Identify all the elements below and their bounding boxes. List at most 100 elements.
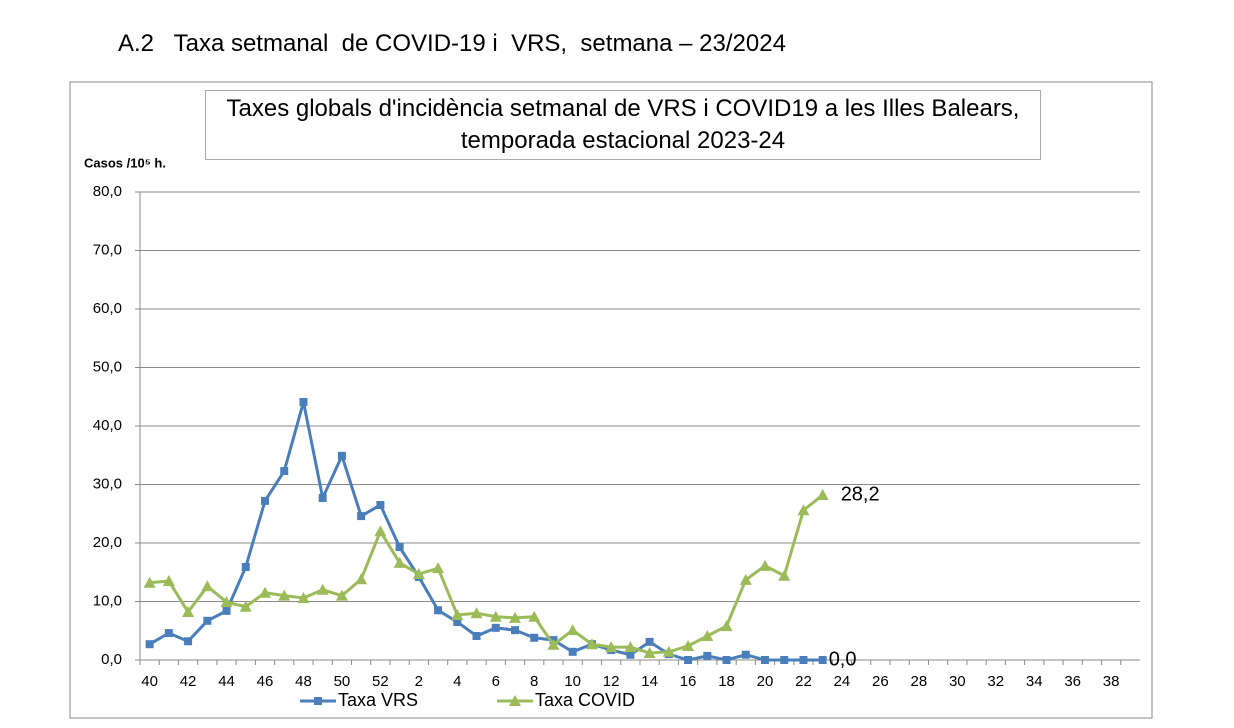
data-label: 0,0 [829,648,857,670]
data-point [797,504,810,516]
data-point [720,620,733,632]
data-point [662,645,675,657]
data-point [491,623,500,632]
data-point [261,496,269,505]
data-point [528,610,541,622]
chart-title: Taxes globals d'incidència setmanal de V… [205,90,1041,160]
x-tick-label: 50 [334,673,351,690]
data-point [701,630,714,642]
data-point [335,589,348,601]
data-point [297,591,310,603]
y-tick-label: 10,0 [93,592,122,609]
data-point [530,633,539,642]
data-point [470,607,483,619]
x-tick-label: 34 [1026,673,1043,690]
data-point [395,543,404,552]
legend-label: Taxa COVID [535,690,635,710]
data-point [241,562,250,571]
x-tick-label: 8 [530,673,538,690]
data-point [511,626,519,635]
data-point [203,616,212,625]
data-point [585,638,598,650]
legend-marker [509,695,521,706]
heading: A.2 Taxa setmanal de COVID-19 i VRS, set… [118,30,786,57]
data-point [472,632,481,641]
y-axis-label: Casos /10⁵ h. [84,155,166,170]
x-tick-label: 44 [218,673,235,690]
x-tick-label: 20 [757,673,774,690]
data-point [278,589,291,601]
data-point [299,398,308,407]
data-point [684,656,693,664]
x-tick-label: 22 [795,673,812,690]
data-point [376,500,385,509]
data-point [453,617,462,626]
x-tick-label: 16 [680,673,697,690]
data-point [741,650,750,659]
data-point [761,656,769,664]
data-point [432,562,445,574]
data-point [816,489,829,501]
data-point [220,596,233,608]
data-point [568,647,577,656]
data-point [393,556,406,568]
data-label: 28,2 [841,483,880,505]
series-line [148,401,823,662]
y-tick-label: 0,0 [101,651,122,668]
y-tick-label: 50,0 [93,358,122,375]
data-point [259,586,271,598]
data-point [412,568,425,580]
data-point [434,606,443,615]
x-tick-label: 40 [141,673,158,690]
x-tick-label: 18 [718,673,735,690]
x-tick-label: 32 [987,673,1004,690]
x-tick-label: 42 [180,673,197,690]
data-point [566,624,579,636]
y-tick-label: 40,0 [93,417,122,434]
data-point [703,651,712,660]
data-point [799,656,808,664]
x-tick-label: 2 [415,673,423,690]
data-point [164,629,173,638]
data-point [645,637,654,646]
x-tick-label: 24 [834,673,851,690]
y-tick-label: 30,0 [93,475,122,492]
data-point [509,611,521,623]
data-point [682,639,695,651]
data-point [374,525,387,537]
x-tick-label: 48 [295,673,312,690]
data-point [780,656,789,664]
data-point [337,451,346,460]
data-point [605,641,618,653]
x-tick-label: 10 [564,673,581,690]
x-tick-label: 14 [641,673,658,690]
x-tick-label: 38 [1103,673,1120,690]
data-point [318,493,327,502]
data-point [357,512,366,521]
x-tick-label: 6 [492,673,500,690]
legend-label: Taxa VRS [338,690,418,710]
x-tick-label: 4 [453,673,461,690]
data-point [239,600,252,612]
x-tick-label: 46 [257,673,274,690]
data-point [143,576,156,588]
data-point [489,610,502,622]
x-tick-label: 28 [911,673,928,690]
x-tick-label: 12 [603,673,620,690]
data-point [818,656,827,664]
data-point [778,569,791,581]
x-tick-label: 36 [1064,673,1081,690]
x-tick-label: 30 [949,673,966,690]
data-point [201,580,214,592]
data-point [182,606,195,618]
data-point [739,573,752,585]
data-point [759,559,771,571]
x-tick-label: 26 [872,673,889,690]
data-point [222,606,231,615]
data-point [722,656,731,664]
data-point [316,583,329,595]
data-point [184,637,193,646]
y-tick-label: 20,0 [93,534,122,551]
data-point [547,638,560,650]
